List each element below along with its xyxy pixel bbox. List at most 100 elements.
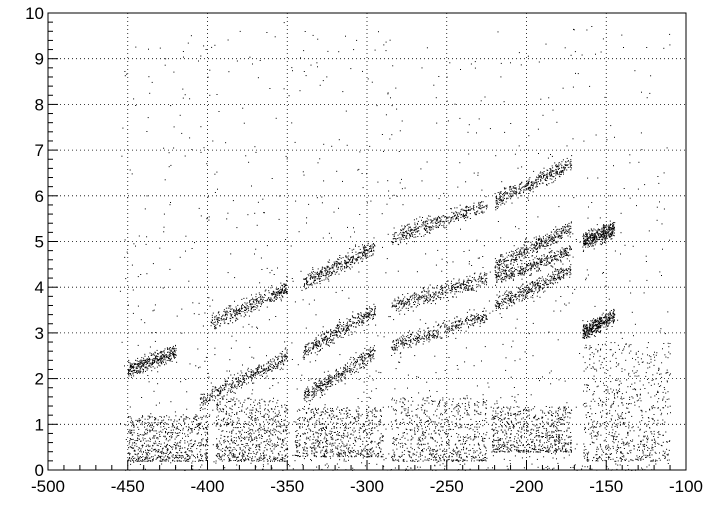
data-point bbox=[450, 282, 452, 284]
data-point bbox=[524, 296, 526, 298]
data-point bbox=[532, 259, 534, 261]
data-point bbox=[539, 238, 541, 240]
data-point bbox=[536, 266, 538, 268]
data-point bbox=[304, 394, 306, 396]
data-point bbox=[364, 354, 366, 356]
data-point bbox=[459, 291, 461, 293]
data-point bbox=[520, 268, 522, 270]
data-point bbox=[318, 386, 320, 388]
data-point bbox=[539, 175, 540, 177]
data-point bbox=[521, 253, 523, 255]
data-point bbox=[392, 347, 394, 349]
data-point bbox=[306, 350, 308, 352]
data-point bbox=[334, 273, 336, 275]
data-point bbox=[282, 363, 284, 365]
data-point bbox=[250, 371, 252, 372]
data-point bbox=[338, 373, 340, 374]
data-point bbox=[548, 183, 550, 185]
data-point bbox=[315, 378, 317, 380]
data-point bbox=[457, 213, 459, 215]
data-point bbox=[560, 171, 562, 173]
data-point bbox=[544, 248, 546, 250]
data-point bbox=[560, 260, 562, 262]
data-point bbox=[365, 253, 367, 254]
data-point bbox=[561, 231, 563, 233]
data-point bbox=[347, 366, 348, 367]
data-point bbox=[136, 365, 138, 367]
data-point bbox=[421, 296, 423, 298]
data-point bbox=[526, 281, 528, 283]
data-point bbox=[551, 257, 553, 258]
data-point bbox=[534, 263, 535, 265]
data-point bbox=[518, 294, 520, 296]
data-point bbox=[240, 315, 242, 317]
data-point bbox=[415, 301, 416, 303]
data-point bbox=[345, 255, 347, 257]
data-point bbox=[217, 312, 219, 314]
data-point bbox=[451, 211, 453, 213]
data-point bbox=[346, 369, 348, 371]
data-point bbox=[407, 307, 409, 309]
data-point bbox=[457, 287, 459, 289]
data-point bbox=[495, 300, 497, 301]
data-point bbox=[537, 262, 539, 264]
data-point bbox=[486, 273, 488, 275]
data-point bbox=[564, 232, 566, 234]
data-point bbox=[496, 280, 498, 282]
data-point bbox=[565, 268, 567, 270]
data-point bbox=[202, 401, 204, 403]
data-point bbox=[336, 331, 337, 332]
data-point bbox=[442, 221, 444, 223]
data-point bbox=[152, 362, 153, 364]
data-point bbox=[370, 250, 372, 252]
data-point bbox=[237, 377, 239, 379]
data-point bbox=[285, 283, 287, 285]
data-point bbox=[569, 270, 571, 272]
data-point bbox=[469, 324, 471, 325]
data-point bbox=[461, 323, 463, 325]
data-point bbox=[214, 327, 215, 329]
data-point bbox=[251, 294, 252, 296]
data-point bbox=[426, 222, 428, 224]
data-point bbox=[224, 385, 226, 386]
data-point bbox=[156, 355, 158, 357]
data-point bbox=[359, 256, 361, 258]
data-point bbox=[543, 254, 545, 256]
data-point bbox=[511, 302, 513, 303]
data-point bbox=[216, 319, 218, 321]
data-point bbox=[412, 297, 414, 299]
data-point bbox=[502, 269, 504, 271]
data-point bbox=[231, 384, 233, 385]
data-point bbox=[327, 344, 329, 346]
data-point bbox=[279, 289, 281, 291]
data-point bbox=[400, 309, 402, 311]
data-point bbox=[502, 197, 504, 199]
data-point bbox=[135, 363, 137, 365]
data-point bbox=[434, 221, 436, 223]
data-point bbox=[533, 245, 535, 247]
data-point bbox=[163, 354, 165, 356]
data-point bbox=[364, 364, 366, 366]
data-point bbox=[557, 165, 559, 167]
data-point bbox=[395, 304, 397, 306]
data-point bbox=[172, 353, 174, 355]
data-point bbox=[503, 259, 505, 261]
data-point bbox=[486, 315, 487, 317]
data-point bbox=[406, 238, 408, 240]
data-point bbox=[219, 394, 221, 396]
data-point bbox=[309, 273, 311, 275]
data-point bbox=[322, 384, 324, 385]
data-point bbox=[137, 357, 139, 359]
data-point bbox=[442, 215, 444, 217]
data-point bbox=[466, 311, 468, 313]
data-point bbox=[432, 291, 434, 293]
data-point bbox=[509, 193, 511, 195]
data-point bbox=[497, 262, 498, 264]
data-point bbox=[403, 238, 405, 240]
data-point bbox=[535, 289, 537, 291]
data-point bbox=[465, 213, 467, 215]
data-point bbox=[437, 217, 439, 219]
data-point bbox=[321, 339, 323, 341]
data-point bbox=[528, 289, 530, 291]
data-point bbox=[145, 366, 147, 368]
